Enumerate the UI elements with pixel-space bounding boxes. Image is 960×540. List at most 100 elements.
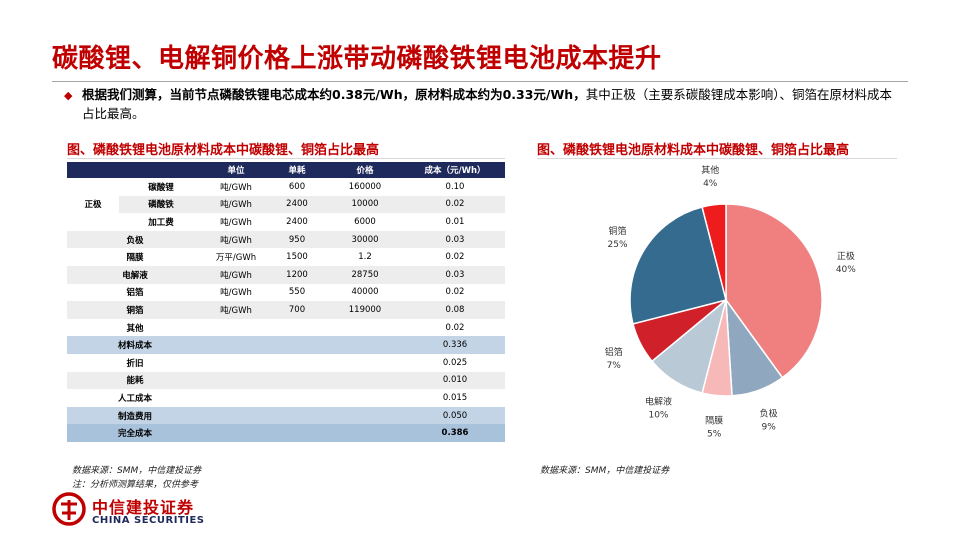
cost-cell: 0.050 bbox=[405, 406, 505, 425]
table-row: 铝箔 吨/GWh 550 40000 0.02 bbox=[67, 283, 505, 302]
price-cell: 30000 bbox=[325, 230, 405, 249]
table-row: 加工费 吨/GWh 2400 6000 0.01 bbox=[67, 213, 505, 231]
unit-cell bbox=[203, 336, 269, 354]
logo-name-en: CHINA SECURITIES bbox=[92, 515, 205, 526]
cost-cell: 0.336 bbox=[405, 336, 505, 354]
pie-percent-label: 25% bbox=[608, 240, 628, 250]
header-cell bbox=[67, 162, 119, 178]
price-cell bbox=[325, 318, 405, 337]
cost-cell: 0.015 bbox=[405, 389, 505, 407]
price-cell bbox=[325, 389, 405, 407]
table-row: 铜箔 吨/GWh 700 119000 0.08 bbox=[67, 301, 505, 319]
price-cell: 160000 bbox=[325, 178, 405, 196]
logo-name-cn: 中信建投证券 bbox=[92, 498, 195, 517]
pie-label: 铝箔 bbox=[605, 346, 623, 358]
title-divider bbox=[52, 81, 908, 82]
pie-percent-label: 5% bbox=[707, 429, 722, 439]
cost-cell: 0.08 bbox=[405, 301, 505, 319]
price-cell: 10000 bbox=[325, 195, 405, 214]
price-cell: 119000 bbox=[325, 301, 405, 319]
pie-slice-5 bbox=[629, 206, 727, 325]
usage-cell bbox=[269, 406, 325, 425]
unit-cell bbox=[203, 371, 269, 390]
pie-title-rule bbox=[537, 158, 897, 159]
price-cell bbox=[325, 424, 405, 442]
table-row: 能耗 0.010 bbox=[67, 371, 505, 390]
pie-percent-label: 4% bbox=[703, 179, 718, 189]
usage-cell bbox=[269, 389, 325, 407]
pie-source: 数据来源：SMM，中信建投证券 bbox=[540, 466, 670, 476]
table-row-material-cost: 材料成本 0.336 bbox=[67, 336, 505, 354]
pie-percent-label: 10% bbox=[648, 410, 668, 420]
pie-figure-title: 图、磷酸铁锂电池原材料成本中碳酸锂、铜箔占比最高 bbox=[537, 143, 850, 158]
pie-label: 隔膜 bbox=[705, 415, 723, 426]
row-label: 其他 bbox=[67, 318, 203, 337]
row-label: 人工成本 bbox=[67, 389, 203, 407]
unit-cell bbox=[203, 424, 269, 442]
pie-label: 其他 bbox=[701, 164, 719, 176]
unit-cell: 吨/GWh bbox=[203, 178, 269, 196]
row-label: 磷酸铁 bbox=[119, 195, 203, 214]
pie-label: 正极 bbox=[837, 250, 855, 262]
pie-label: 电解液 bbox=[645, 395, 672, 407]
price-cell bbox=[325, 406, 405, 425]
unit-cell bbox=[203, 353, 269, 372]
cost-cell: 0.01 bbox=[405, 213, 505, 231]
table-row: 正极 碳酸锂 吨/GWh 600 160000 0.10 bbox=[67, 178, 505, 231]
table-row-total-cost: 完全成本 0.386 bbox=[67, 424, 505, 442]
pie-slice-6 bbox=[701, 203, 727, 301]
header-usage: 单耗 bbox=[269, 162, 325, 178]
row-label: 碳酸锂 bbox=[119, 178, 203, 196]
unit-cell: 万平/GWh bbox=[203, 248, 269, 266]
price-cell bbox=[325, 336, 405, 354]
cost-cell: 0.02 bbox=[405, 318, 505, 337]
table-source: 数据来源：SMM，中信建投证券 bbox=[72, 466, 202, 476]
header-cell bbox=[119, 162, 203, 178]
usage-cell bbox=[269, 353, 325, 372]
row-label: 电解液 bbox=[67, 265, 203, 284]
table-row: 隔膜 万平/GWh 1500 1.2 0.02 bbox=[67, 248, 505, 266]
price-cell: 6000 bbox=[325, 213, 405, 231]
price-cell bbox=[325, 353, 405, 372]
usage-cell bbox=[269, 318, 325, 337]
price-cell: 28750 bbox=[325, 265, 405, 284]
table-row: 电解液 吨/GWh 1200 28750 0.03 bbox=[67, 265, 505, 284]
cost-cell: 0.03 bbox=[405, 265, 505, 284]
pie-label: 铜箔 bbox=[609, 225, 627, 237]
unit-cell bbox=[203, 389, 269, 407]
usage-cell: 550 bbox=[269, 283, 325, 302]
pie-slice-0 bbox=[725, 203, 823, 379]
table-row: 磷酸铁 吨/GWh 2400 10000 0.02 bbox=[67, 195, 505, 214]
usage-cell bbox=[269, 336, 325, 354]
row-label: 制造费用 bbox=[67, 406, 203, 425]
unit-cell: 吨/GWh bbox=[203, 195, 269, 214]
header-cost: 成本（元/Wh） bbox=[405, 162, 505, 178]
price-cell: 1.2 bbox=[325, 248, 405, 266]
table-row: 其他 0.02 bbox=[67, 318, 505, 337]
cost-cell: 0.386 bbox=[405, 424, 505, 442]
cost-cell: 0.02 bbox=[405, 248, 505, 266]
unit-cell bbox=[203, 406, 269, 425]
unit-cell: 吨/GWh bbox=[203, 265, 269, 284]
table-row: 折旧 0.025 bbox=[67, 353, 505, 372]
row-label: 负极 bbox=[67, 230, 203, 249]
table-title-rule bbox=[67, 158, 505, 159]
row-label: 加工费 bbox=[119, 213, 203, 231]
table-row: 人工成本 0.015 bbox=[67, 389, 505, 407]
category-cathode: 正极 bbox=[67, 178, 119, 231]
header-unit: 单位 bbox=[203, 162, 269, 178]
table-row-manufacturing-cost: 制造费用 0.050 bbox=[67, 406, 505, 425]
usage-cell: 700 bbox=[269, 301, 325, 319]
pie-percent-label: 7% bbox=[607, 361, 622, 371]
bullet-diamond-icon: ◆ bbox=[64, 89, 73, 102]
usage-cell: 2400 bbox=[269, 195, 325, 214]
table-note: 注：分析师测算结果，仅供参考 bbox=[72, 480, 199, 490]
usage-cell: 2400 bbox=[269, 213, 325, 231]
header-price: 价格 bbox=[325, 162, 405, 178]
table-header-row: 单位 单耗 价格 成本（元/Wh） bbox=[67, 162, 505, 178]
price-cell: 40000 bbox=[325, 283, 405, 302]
pie-chart: 正极 40% 负极 9% 隔膜 5% 电解液 10% 铝箔 7% 铜箔 25% 其他 4% bbox=[605, 164, 857, 439]
row-label: 折旧 bbox=[67, 353, 203, 372]
row-label: 材料成本 bbox=[67, 336, 203, 354]
cost-cell: 0.10 bbox=[405, 178, 505, 196]
